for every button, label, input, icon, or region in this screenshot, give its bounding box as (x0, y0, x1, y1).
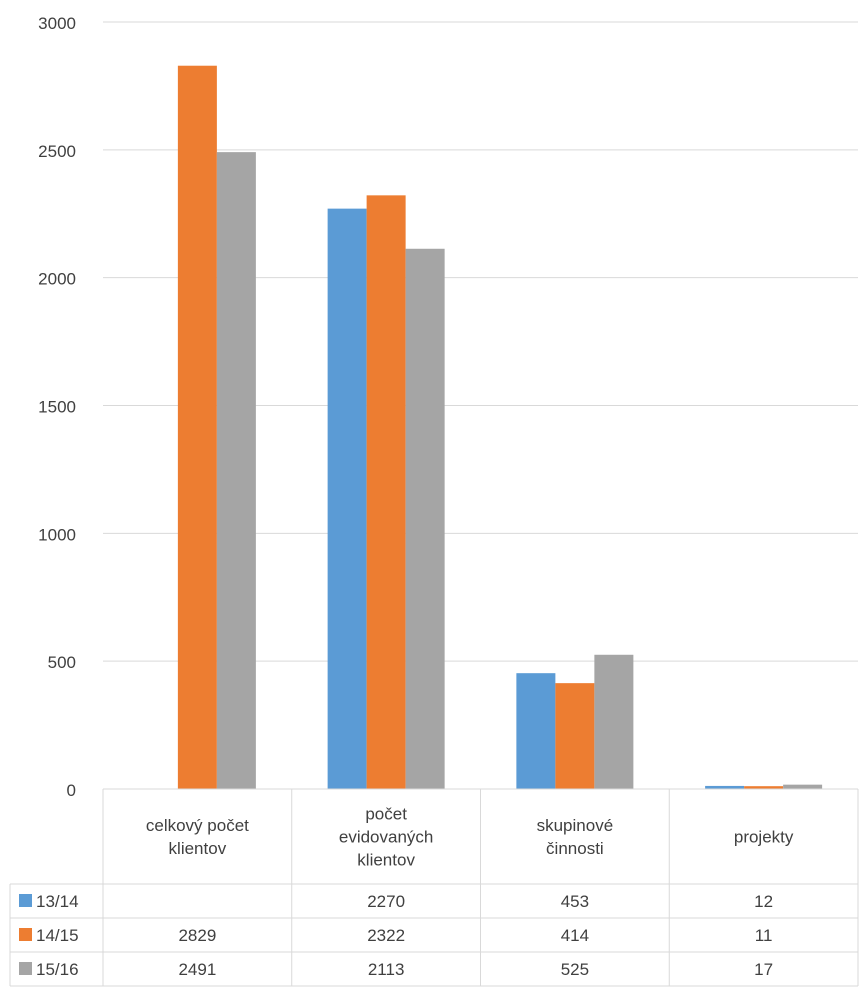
bar-15-16-3 (783, 784, 823, 789)
table-value: 2270 (367, 892, 405, 911)
bar-14-15-3 (744, 786, 784, 789)
bar-15-16-0 (216, 152, 256, 789)
table-value: 2113 (368, 960, 405, 979)
y-tick-label: 2500 (38, 142, 76, 161)
y-axis-ticks: 0 500 1000 1500 2000 2500 3000 (38, 14, 76, 800)
y-tick-label: 0 (67, 781, 76, 800)
table-value: 11 (755, 926, 773, 945)
bars (177, 65, 823, 790)
category-label: činnosti (546, 839, 604, 858)
table-value: 2491 (178, 960, 216, 979)
legend-key (19, 962, 32, 975)
category-label: projekty (734, 828, 794, 847)
y-tick-label: 1500 (38, 398, 76, 417)
legend-label: 13/14 (36, 892, 79, 911)
table-value: 414 (561, 926, 589, 945)
y-tick-label: 3000 (38, 14, 76, 33)
category-label: klientov (357, 851, 415, 870)
category-label: klientov (169, 839, 227, 858)
table-value: 17 (754, 960, 773, 979)
y-tick-label: 1000 (38, 525, 76, 544)
bar-14-15-0 (177, 65, 217, 790)
category-label: počet (365, 805, 407, 824)
bar-13-14-1 (327, 208, 367, 790)
legend-label: 14/15 (36, 926, 79, 945)
y-tick-label: 2000 (38, 270, 76, 289)
data-table: celkový počet klientov počet evidovaných kli… (9, 788, 859, 987)
category-label: evidovaných (339, 828, 434, 847)
bar-13-14-3 (705, 785, 745, 789)
bar-13-14-2 (516, 673, 556, 789)
table-value: 2322 (367, 926, 405, 945)
table-value: 525 (561, 960, 589, 979)
table-value: 2829 (178, 926, 216, 945)
table-value: 12 (754, 892, 773, 911)
category-label: celkový počet (146, 816, 249, 835)
bar-14-15-2 (555, 683, 595, 789)
legend-key (19, 894, 32, 907)
bar-14-15-1 (366, 195, 406, 790)
legend-label: 15/16 (36, 960, 79, 979)
category-label: skupinové (537, 816, 614, 835)
table-value: 453 (561, 892, 589, 911)
y-tick-label: 500 (48, 653, 76, 672)
legend-key (19, 928, 32, 941)
bar-15-16-1 (405, 248, 445, 789)
bar-15-16-2 (594, 654, 634, 789)
